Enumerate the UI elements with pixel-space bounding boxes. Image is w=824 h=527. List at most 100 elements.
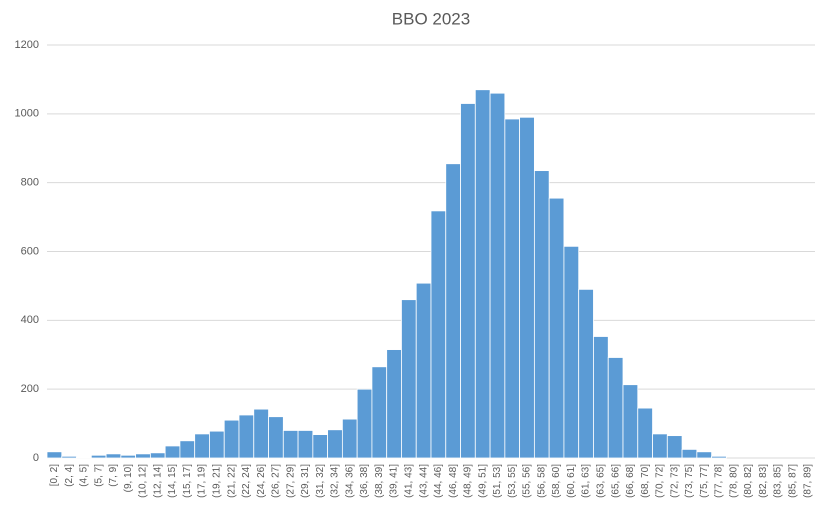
x-tick-label: (4, 5] [79, 464, 90, 487]
x-tick-label: (85, 87] [787, 464, 798, 498]
x-tick-label: (56, 58] [536, 464, 547, 498]
bar [135, 453, 151, 459]
x-tick-label: (60, 61] [566, 464, 577, 498]
x-tick-label: (44, 46] [433, 464, 444, 498]
x-tick-label: (66, 68] [625, 464, 636, 498]
x-tick-label: (27, 29] [285, 464, 296, 498]
x-tick-label: (78, 80] [728, 464, 739, 498]
x-tick-label: (14, 15] [167, 464, 178, 498]
x-tick-label: [0, 2] [49, 464, 60, 486]
x-tick-label: (15, 17] [182, 464, 193, 498]
x-tick-label: (63, 65] [595, 464, 606, 498]
bar [445, 163, 461, 459]
x-tick-label: (75, 77] [699, 464, 710, 498]
bar [223, 419, 240, 459]
x-tick-label: (77, 78] [714, 464, 725, 498]
bar [681, 448, 698, 459]
bar [430, 210, 447, 459]
bar [696, 451, 713, 459]
bar [533, 170, 550, 459]
bar [386, 349, 402, 459]
x-tick-label: (73, 75] [684, 464, 695, 498]
bar [149, 452, 166, 459]
bar [622, 384, 639, 459]
x-tick-label: (17, 19] [197, 464, 208, 498]
x-tick-label: (22, 24] [241, 464, 252, 498]
x-tick-label: (10, 12] [138, 464, 149, 498]
bar [548, 197, 565, 459]
x-tick-label: (72, 73] [669, 464, 680, 498]
x-tick-label: (80, 82] [743, 464, 754, 498]
x-tick-label: (49, 51] [477, 464, 488, 498]
x-tick-label: (9, 10] [123, 464, 134, 493]
bar [371, 366, 388, 459]
bar [593, 336, 609, 459]
y-tick-label: 1000 [15, 108, 39, 120]
bar [711, 455, 727, 459]
y-tick-label: 400 [21, 314, 39, 326]
y-tick-label: 1200 [15, 39, 39, 51]
x-tick-label: (61, 63] [581, 464, 592, 498]
y-tick-label: 200 [21, 383, 39, 395]
x-tick-label: (29, 31] [300, 464, 311, 498]
x-tick-label: (12, 14] [152, 464, 163, 498]
x-tick-label: (41, 43] [403, 464, 414, 498]
bar [312, 434, 329, 459]
x-tick-label: (32, 34] [330, 464, 341, 498]
bar [164, 445, 181, 459]
x-tick-label: (21, 22] [226, 464, 237, 498]
bar [666, 435, 683, 459]
x-tick-label: (26, 27] [271, 464, 282, 498]
x-tick-label: (87, 89] [802, 464, 813, 498]
bar [76, 456, 92, 459]
x-tick-label: (51, 53] [492, 464, 503, 498]
x-tick-label: (70, 72] [655, 464, 666, 498]
bar [519, 116, 535, 459]
bar [474, 89, 491, 459]
x-tick-label: (55, 56] [522, 464, 533, 498]
bar [282, 430, 299, 459]
bar [105, 453, 122, 459]
x-tick-label: (53, 55] [507, 464, 518, 498]
bar [489, 92, 506, 459]
bar [238, 414, 255, 459]
bar [578, 288, 594, 459]
bar [327, 429, 343, 459]
bar [194, 433, 210, 459]
bar [460, 103, 476, 459]
bar [268, 416, 284, 459]
x-tick-label: (83, 85] [773, 464, 784, 498]
y-tick-label: 800 [21, 177, 39, 189]
x-tick-label: (39, 41] [389, 464, 400, 498]
x-tick-label: (7, 9] [108, 464, 119, 487]
x-tick-label: (68, 70] [640, 464, 651, 498]
bar [297, 430, 314, 459]
x-tick-label: (34, 36] [344, 464, 355, 498]
bar [356, 388, 373, 459]
bar [120, 454, 137, 459]
x-tick-label: (58, 60] [551, 464, 562, 498]
bar [401, 299, 417, 459]
bar [563, 245, 580, 459]
x-tick-label: (38, 39] [374, 464, 385, 498]
x-tick-label: (36, 38] [359, 464, 370, 498]
bar [46, 451, 63, 459]
x-tick-label: (5, 7] [93, 464, 104, 487]
x-tick-label: (31, 32] [315, 464, 326, 498]
bar [253, 408, 269, 459]
x-tick-label: (48, 49] [463, 464, 474, 498]
bar [504, 118, 521, 459]
bar [637, 407, 653, 459]
bar [415, 282, 432, 459]
y-tick-label: 600 [21, 245, 39, 257]
x-tick-label: (2, 4] [64, 464, 75, 487]
bar [607, 357, 624, 459]
x-tick-label: (82, 83] [758, 464, 769, 498]
bar [652, 433, 668, 459]
x-tick-label: (46, 48] [448, 464, 459, 498]
bar [179, 440, 196, 459]
chart-title: BBO 2023 [392, 9, 470, 28]
bar [209, 430, 225, 459]
